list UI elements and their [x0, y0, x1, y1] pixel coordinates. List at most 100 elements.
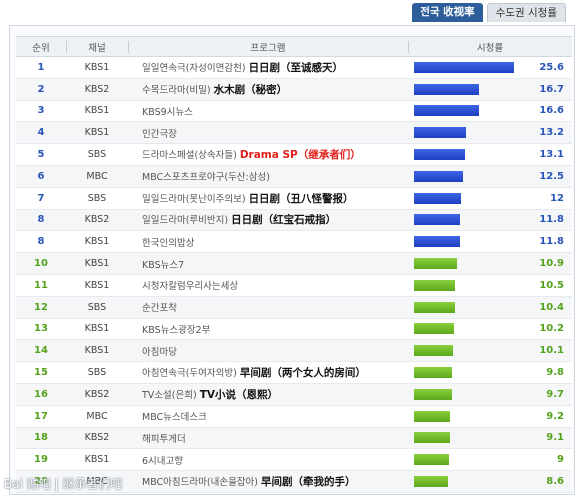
- rating-bar-cell: [408, 471, 524, 493]
- rating-value: 11.8: [539, 236, 565, 248]
- program-title[interactable]: KBS뉴스7: [142, 259, 185, 271]
- table-row[interactable]: 8 KBS2 일일드라마(루비반지) 日日剧（红宝石戒指） 11.8: [16, 209, 573, 231]
- rating-bar: [414, 476, 448, 488]
- program-title[interactable]: KBS9시뉴스: [142, 106, 193, 118]
- table-row[interactable]: 5 SBS 드라마스페셜(상속자들) Drama SP（继承者们） 13.1: [16, 143, 573, 166]
- program-title[interactable]: 일일드라마(못난이주의보): [142, 193, 246, 205]
- rating-value: 10.2: [539, 323, 565, 335]
- rating-value: 25.6: [539, 61, 565, 73]
- rank-cell: 1: [37, 61, 45, 73]
- rating-bar: [414, 345, 453, 357]
- rating-bar: [414, 454, 449, 466]
- program-title[interactable]: MBC뉴스데스크: [142, 412, 207, 424]
- rating-bar: [414, 367, 452, 379]
- rating-bar: [414, 279, 455, 291]
- rank-cell: 12: [34, 301, 48, 313]
- channel-cell: KBS2: [84, 214, 110, 226]
- rating-bar: [414, 432, 450, 444]
- table-row[interactable]: 2 KBS2 수목드라마(비밀) 水木剧（秘密） 16.7: [16, 78, 573, 101]
- program-cell: 일일드라마(못난이주의보) 日日剧（丑八怪警报）: [128, 187, 408, 209]
- rating-bar-cell: [408, 318, 524, 340]
- ratings-table: 순위 채널 프로그램 시청률 1 KBS1 일일연속극(자성이면감천) 日日剧（至诚感…: [16, 36, 573, 493]
- rating-bar-cell: [408, 231, 524, 253]
- channel-cell: SBS: [87, 367, 107, 379]
- table-row[interactable]: 6 MBC MBC스포츠프로야구(두산:삼성) 12.5: [16, 165, 573, 188]
- table-row[interactable]: 15 SBS 아침연속극(두여자의방) 早间剧（两个女人的房间） 9.8: [16, 361, 573, 384]
- channel-cell: KBS1: [84, 323, 110, 335]
- header-rating: 시청률: [408, 37, 572, 57]
- channel-cell: MBC: [86, 170, 108, 182]
- rating-bar: [414, 170, 463, 182]
- rating-bar: [414, 410, 450, 422]
- program-title[interactable]: 해피투게더: [142, 433, 186, 445]
- table-row[interactable]: 7 SBS 일일드라마(못난이주의보) 日日剧（丑八怪警报） 12: [16, 187, 573, 210]
- rating-bar: [414, 127, 466, 139]
- program-annotation: 日日剧（红宝石戒指）: [231, 214, 337, 227]
- rating-value: 10.1: [539, 345, 565, 357]
- rating-bar-cell: [408, 122, 524, 144]
- tab-capital-area[interactable]: 수도권 시청률: [486, 3, 566, 22]
- rating-bar-cell: [408, 209, 524, 231]
- program-title[interactable]: 수목드라마(비밀): [142, 84, 211, 96]
- program-cell: TV소설(은희) TV小说（恩熙）: [128, 383, 408, 405]
- table-row[interactable]: 19 KBS1 6시내고향 9: [16, 448, 573, 471]
- rating-value: 10.9: [539, 258, 565, 270]
- program-annotation: 早间剧（牵我的手）: [261, 476, 356, 489]
- channel-cell: MBC: [86, 476, 108, 488]
- program-annotation: Drama SP（继承者们）: [239, 149, 361, 162]
- table-row[interactable]: 10 KBS1 KBS뉴스7 10.9: [16, 252, 573, 275]
- program-title[interactable]: 6시내고향: [142, 455, 184, 467]
- table-row[interactable]: 18 KBS2 해피투게더 9.1: [16, 427, 573, 449]
- program-title[interactable]: 일일드라마(루비반지): [142, 215, 229, 227]
- table-header-row: 순위 채널 프로그램 시청률: [16, 36, 573, 57]
- table-row[interactable]: 4 KBS1 인간극장 13.2: [16, 121, 573, 144]
- rank-cell: 6: [37, 170, 45, 182]
- table-row[interactable]: 17 MBC MBC뉴스데스크 9.2: [16, 405, 573, 428]
- table-row[interactable]: 20 MBC MBC아침드라마(내손을잡아) 早间剧（牵我的手） 8.6: [16, 470, 573, 493]
- table-row[interactable]: 16 KBS2 TV소설(은희) TV小说（恩熙） 9.7: [16, 383, 573, 406]
- rank-cell: 3: [37, 105, 45, 117]
- program-title[interactable]: 시청자칼럼우리사는세상: [142, 281, 239, 293]
- rating-bar-cell: [408, 383, 524, 405]
- rating-bar: [414, 323, 454, 335]
- program-cell: MBC뉴스데스크: [128, 405, 408, 427]
- table-row[interactable]: 11 KBS1 시청자칼럼우리사는세상 10.5: [16, 274, 573, 297]
- table-row[interactable]: 14 KBS1 아침마당 10.1: [16, 339, 573, 362]
- program-title[interactable]: 인간극장: [142, 128, 177, 140]
- program-title[interactable]: TV소설(은희): [142, 389, 197, 401]
- rank-cell: 13: [34, 323, 48, 335]
- rank-cell: 15: [34, 367, 48, 379]
- rating-value: 16.7: [539, 83, 565, 95]
- table-row[interactable]: 13 KBS1 KBS뉴스광장2부 10.2: [16, 318, 573, 340]
- program-annotation: 早间剧（两个女人的房间）: [239, 367, 366, 380]
- table-row[interactable]: 1 KBS1 일일연속극(자성이면감천) 日日剧（至诚感天） 25.6: [16, 56, 573, 79]
- program-title[interactable]: MBC아침드라마(내손을잡아): [142, 477, 258, 489]
- program-title[interactable]: 한국인의밥상: [142, 237, 195, 249]
- rating-bar-cell: [408, 187, 524, 209]
- rating-bar-cell: [408, 340, 524, 362]
- ratings-board: 순위 채널 프로그램 시청률 1 KBS1 일일연속극(자성이면감천) 日日剧（至诚感…: [9, 25, 575, 495]
- table-row[interactable]: 3 KBS1 KBS9시뉴스 16.6: [16, 100, 573, 122]
- program-cell: 일일연속극(자성이면감천) 日日剧（至诚感天）: [128, 57, 408, 79]
- program-title[interactable]: 드라마스페셜(상속자들): [142, 150, 237, 162]
- program-cell: KBS뉴스7: [128, 253, 408, 275]
- channel-cell: KBS2: [84, 432, 110, 444]
- program-title[interactable]: 순간포착: [142, 303, 177, 315]
- program-title[interactable]: 아침마당: [142, 346, 177, 358]
- rating-bar: [414, 149, 465, 161]
- rating-bar: [414, 192, 461, 204]
- program-cell: KBS9시뉴스: [128, 100, 408, 122]
- rank-cell: 8: [37, 236, 45, 248]
- program-title[interactable]: MBC스포츠프로야구(두산:삼성): [142, 172, 270, 184]
- rating-value: 10.5: [539, 279, 565, 291]
- program-title[interactable]: 아침연속극(두여자의방): [142, 368, 237, 380]
- rating-value: 12: [550, 192, 565, 204]
- table-row[interactable]: 12 SBS 순간포착 10.4: [16, 296, 573, 319]
- program-title[interactable]: KBS뉴스광장2부: [142, 324, 211, 336]
- channel-cell: KBS1: [84, 61, 110, 73]
- rating-bar: [414, 105, 479, 117]
- table-row[interactable]: 8 KBS1 한국인의밥상 11.8: [16, 230, 573, 253]
- rank-cell: 11: [34, 279, 48, 291]
- tab-nationwide[interactable]: 전국 收视率: [412, 3, 483, 22]
- program-title[interactable]: 일일연속극(자성이면감천): [142, 62, 246, 74]
